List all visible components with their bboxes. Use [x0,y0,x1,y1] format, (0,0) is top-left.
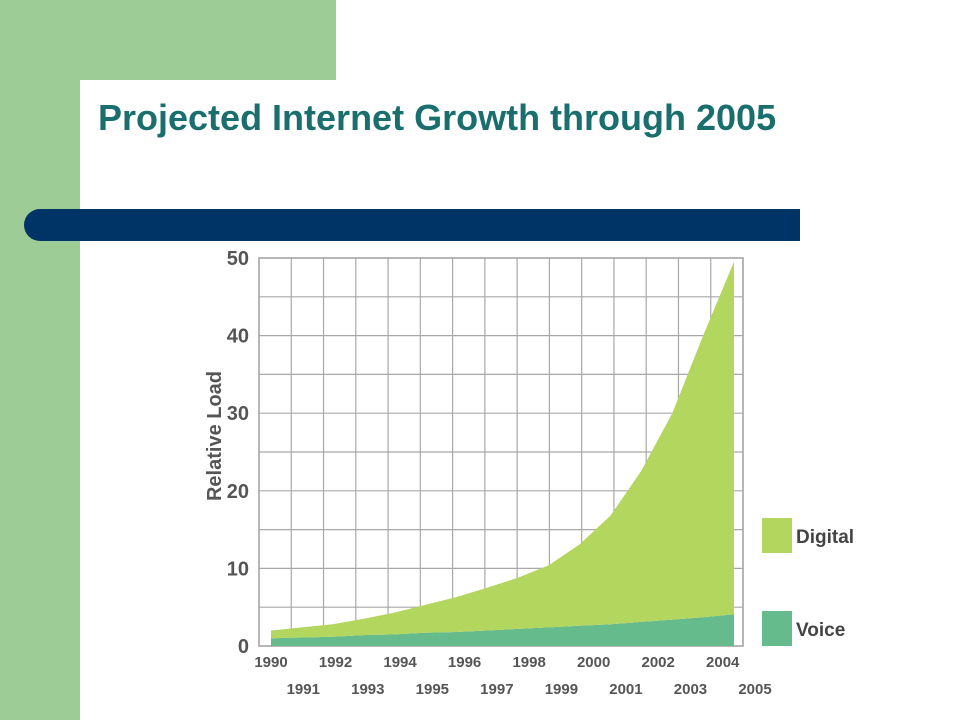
x-tick-label: 1994 [383,654,417,671]
y-tick-label: 10 [227,558,249,580]
x-tick-label: 1997 [480,681,513,698]
side-accent-stripe [0,0,80,720]
x-tick-label: 2004 [706,654,740,671]
x-tick-label: 2005 [738,681,771,698]
area-voice [271,614,734,646]
y-axis-ticks: 0 10 20 30 40 50 [227,248,249,658]
y-tick-label: 0 [238,636,249,658]
y-axis-label: Relative Load [204,371,226,501]
x-tick-label: 1998 [512,654,545,671]
chart-areas [271,261,734,646]
legend-swatch-digital [762,518,792,553]
x-tick-label: 2000 [577,654,610,671]
chart-legend: Digital Voice [762,518,854,646]
x-tick-label: 2003 [674,681,707,698]
x-tick-label: 1990 [254,654,287,671]
x-tick-label: 1996 [448,654,481,671]
page-title: Projected Internet Growth through 2005 [98,97,777,138]
legend-swatch-voice [762,611,792,646]
x-tick-label: 1992 [319,654,352,671]
title-underline-bar [24,209,800,241]
x-tick-label: 1993 [351,681,384,698]
x-tick-label: 1999 [545,681,578,698]
x-tick-label: 1995 [416,681,449,698]
x-tick-label: 2002 [642,654,675,671]
y-tick-label: 40 [227,326,249,348]
y-tick-label: 30 [227,403,249,425]
top-accent-block [0,0,336,80]
y-tick-label: 50 [227,248,249,270]
legend-label-voice: Voice [796,620,845,641]
x-tick-label: 2001 [609,681,642,698]
x-axis-ticks: 1990 1992 1994 1996 1998 2000 2002 2004 1991 1993… [254,654,771,698]
area-digital [271,261,734,639]
x-tick-label: 1991 [287,681,320,698]
legend-label-digital: Digital [796,527,854,548]
y-tick-label: 20 [227,481,249,503]
content-corner [80,80,180,180]
